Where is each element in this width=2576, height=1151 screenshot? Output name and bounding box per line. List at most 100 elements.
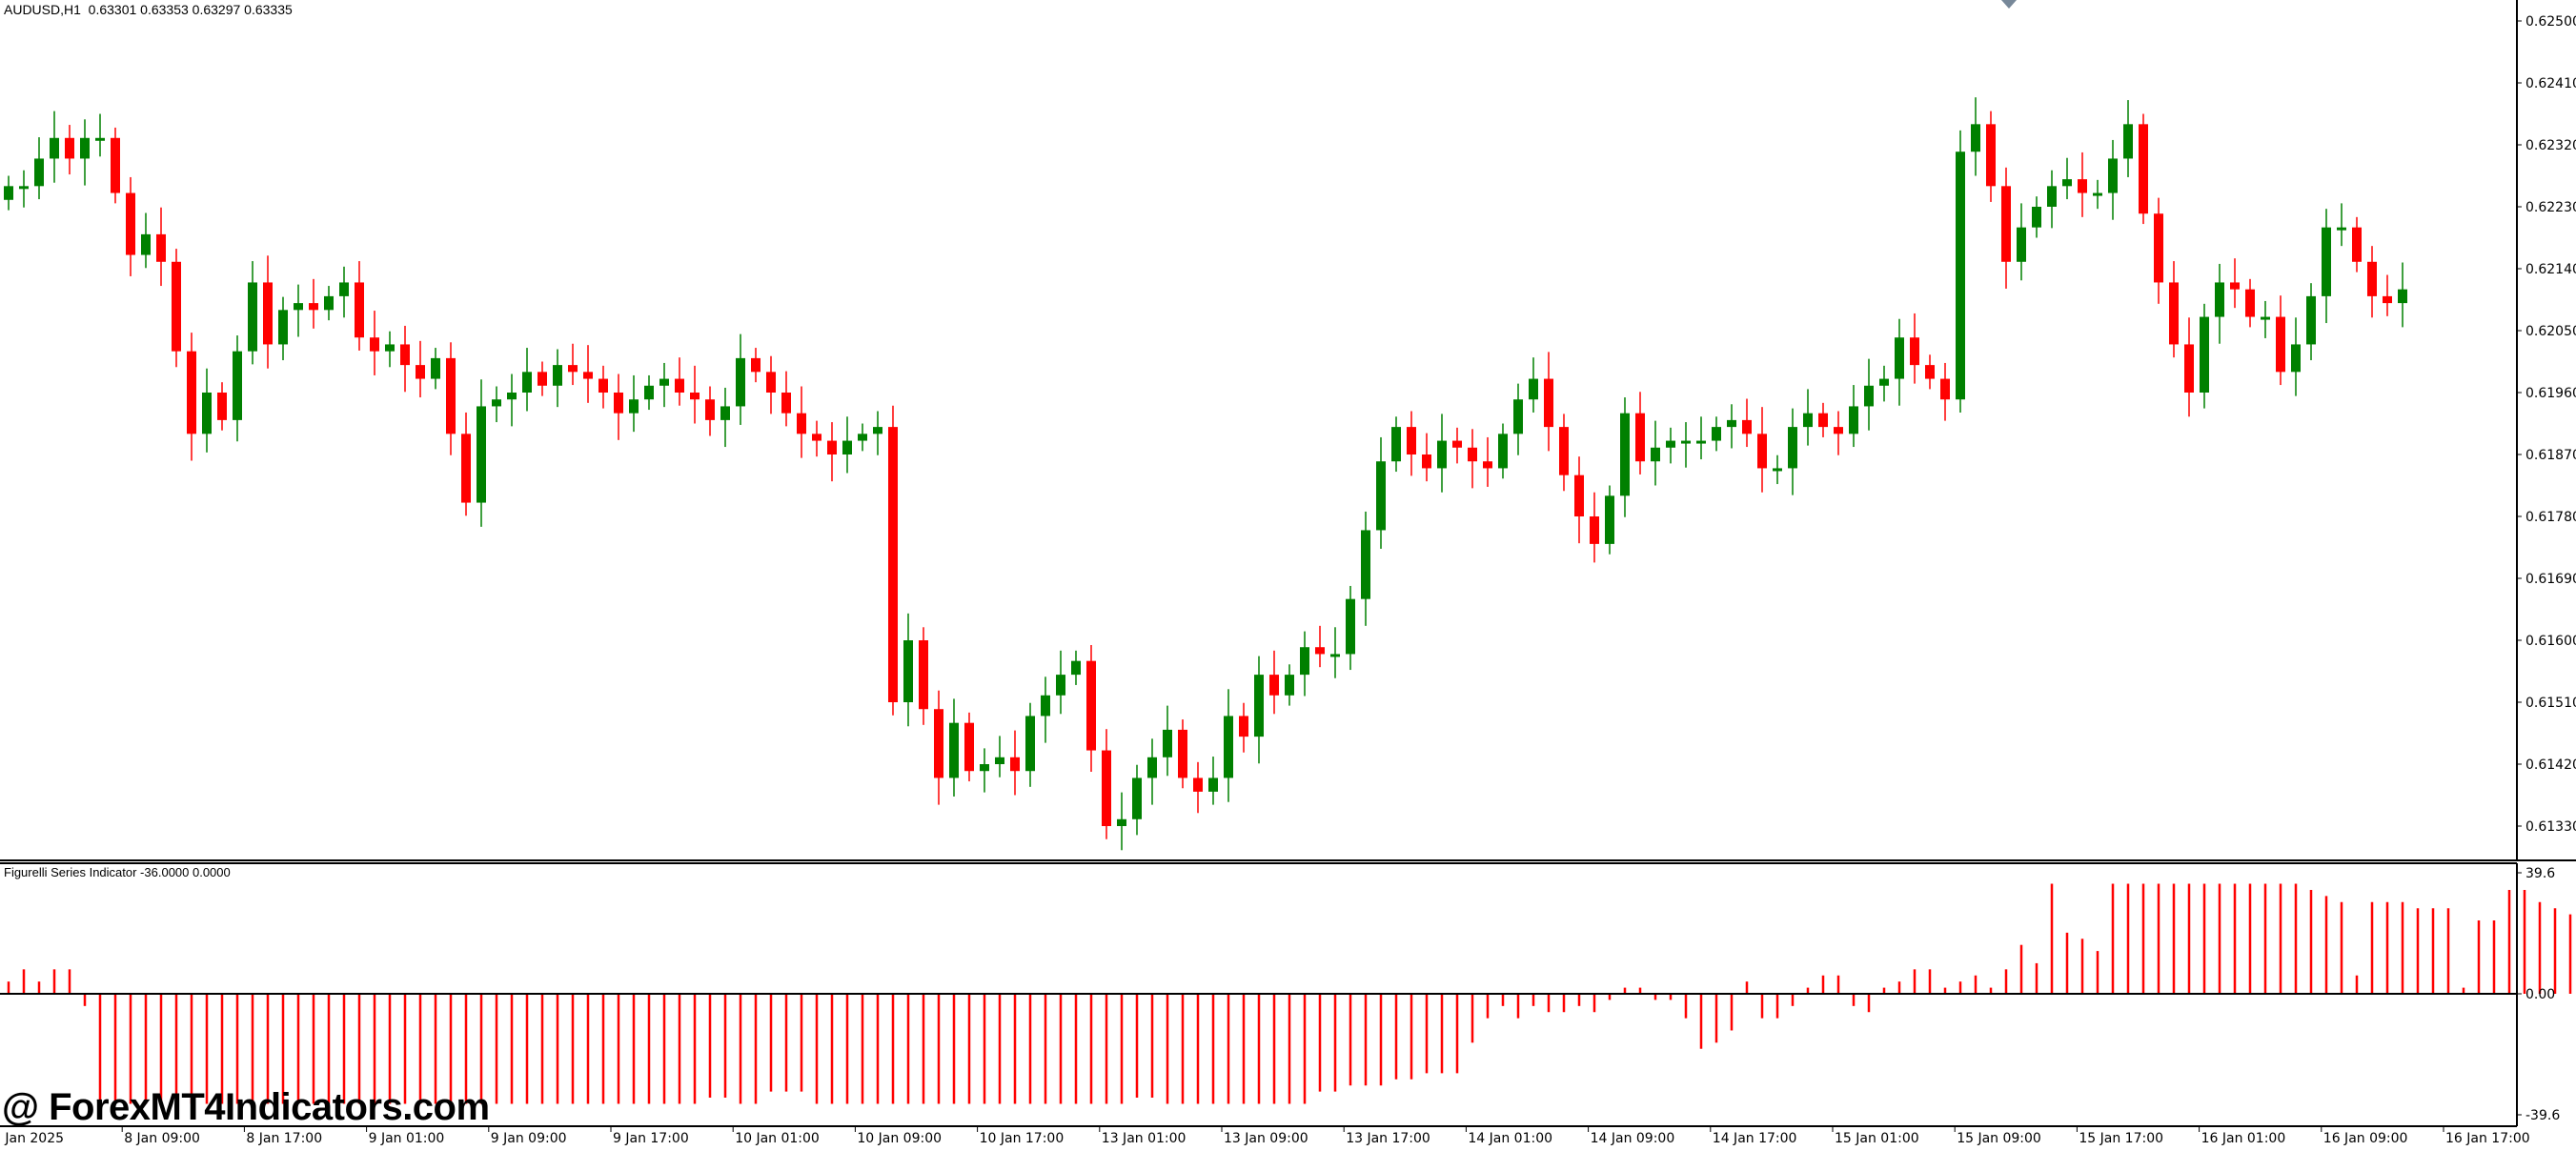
candle[interactable]	[858, 423, 867, 452]
indicator-pane[interactable]	[7, 883, 2576, 1104]
candle[interactable]	[1529, 357, 1538, 413]
candle[interactable]	[1300, 631, 1309, 697]
candle[interactable]	[2230, 258, 2240, 309]
candle[interactable]	[568, 343, 578, 386]
candle[interactable]	[95, 113, 105, 157]
candle[interactable]	[187, 333, 196, 461]
candle[interactable]	[324, 286, 334, 321]
candle[interactable]	[156, 207, 166, 287]
candle[interactable]	[1376, 436, 1386, 549]
candle[interactable]	[80, 119, 90, 186]
candle[interactable]	[172, 249, 181, 368]
candle[interactable]	[1010, 730, 1020, 796]
candle[interactable]	[919, 627, 928, 725]
candle[interactable]	[141, 212, 151, 269]
candle[interactable]	[583, 345, 593, 403]
candle[interactable]	[65, 125, 74, 175]
candle[interactable]	[1483, 436, 1492, 487]
candle[interactable]	[294, 284, 303, 337]
candle[interactable]	[1239, 702, 1248, 753]
candle[interactable]	[1818, 402, 1828, 437]
candle[interactable]	[1590, 492, 1599, 563]
candle[interactable]	[1727, 404, 1736, 449]
candle[interactable]	[553, 349, 562, 408]
candle[interactable]	[202, 368, 212, 453]
candle[interactable]	[1056, 650, 1065, 715]
candle[interactable]	[477, 379, 486, 527]
candle[interactable]	[19, 170, 29, 208]
candle[interactable]	[2001, 167, 2011, 289]
candle[interactable]	[1391, 416, 1401, 473]
candle[interactable]	[1681, 422, 1691, 468]
candle[interactable]	[4, 175, 13, 211]
price-pane[interactable]	[4, 97, 2407, 851]
candle[interactable]	[2108, 139, 2118, 220]
candle[interactable]	[492, 386, 501, 423]
candle[interactable]	[675, 357, 684, 406]
candle[interactable]	[248, 261, 257, 365]
candle[interactable]	[766, 355, 776, 414]
candle[interactable]	[1254, 656, 1264, 764]
candle[interactable]	[400, 325, 410, 393]
candle[interactable]	[2062, 157, 2072, 200]
candle[interactable]	[522, 348, 532, 412]
candle[interactable]	[1330, 627, 1340, 678]
candle[interactable]	[1269, 650, 1279, 715]
candle[interactable]	[416, 340, 425, 398]
candle[interactable]	[263, 255, 273, 369]
candle[interactable]	[629, 374, 639, 433]
candle[interactable]	[1513, 383, 1523, 455]
candle[interactable]	[1346, 585, 1355, 671]
candle[interactable]	[1544, 352, 1553, 452]
candle[interactable]	[370, 311, 379, 375]
candle[interactable]	[1315, 625, 1325, 668]
candle[interactable]	[1757, 407, 1767, 493]
candle[interactable]	[1788, 408, 1797, 495]
candle[interactable]	[888, 405, 898, 716]
candle[interactable]	[1849, 385, 1858, 448]
candle[interactable]	[1468, 429, 1477, 489]
candle[interactable]	[1773, 454, 1782, 485]
candle[interactable]	[980, 748, 989, 793]
candle[interactable]	[2215, 263, 2224, 344]
candle[interactable]	[2169, 261, 2179, 358]
candle[interactable]	[2306, 283, 2316, 361]
candle[interactable]	[1361, 511, 1370, 626]
candle[interactable]	[1986, 111, 1996, 202]
candle[interactable]	[1102, 729, 1111, 839]
candle[interactable]	[1834, 411, 1843, 455]
candle[interactable]	[1620, 397, 1630, 517]
candle[interactable]	[1712, 416, 1721, 452]
candle[interactable]	[2367, 246, 2377, 318]
candle[interactable]	[1742, 398, 1752, 448]
candle[interactable]	[1086, 645, 1096, 772]
candle[interactable]	[2078, 151, 2087, 217]
candle[interactable]	[1407, 411, 1416, 476]
candle[interactable]	[111, 127, 120, 204]
candle[interactable]	[1971, 97, 1980, 176]
candle[interactable]	[797, 386, 806, 458]
candle[interactable]	[1163, 705, 1172, 777]
candle[interactable]	[446, 342, 456, 455]
candle[interactable]	[2337, 203, 2346, 247]
candle[interactable]	[1803, 389, 1813, 446]
candle[interactable]	[1452, 427, 1462, 464]
candle[interactable]	[1559, 414, 1569, 492]
candle[interactable]	[934, 690, 943, 805]
candle[interactable]	[1864, 358, 1874, 431]
candle[interactable]	[964, 712, 974, 782]
candle[interactable]	[2123, 100, 2133, 177]
candle[interactable]	[751, 348, 761, 383]
candle[interactable]	[598, 365, 608, 409]
candle[interactable]	[1925, 354, 1935, 390]
candle[interactable]	[2276, 295, 2285, 386]
candle[interactable]	[2032, 196, 2041, 238]
candle[interactable]	[1696, 416, 1706, 460]
candle[interactable]	[339, 266, 349, 318]
candle[interactable]	[385, 331, 395, 368]
candle[interactable]	[1224, 689, 1233, 802]
candle[interactable]	[2291, 317, 2301, 396]
candle[interactable]	[903, 613, 913, 727]
candle[interactable]	[1879, 365, 1889, 402]
candle[interactable]	[1071, 650, 1081, 685]
